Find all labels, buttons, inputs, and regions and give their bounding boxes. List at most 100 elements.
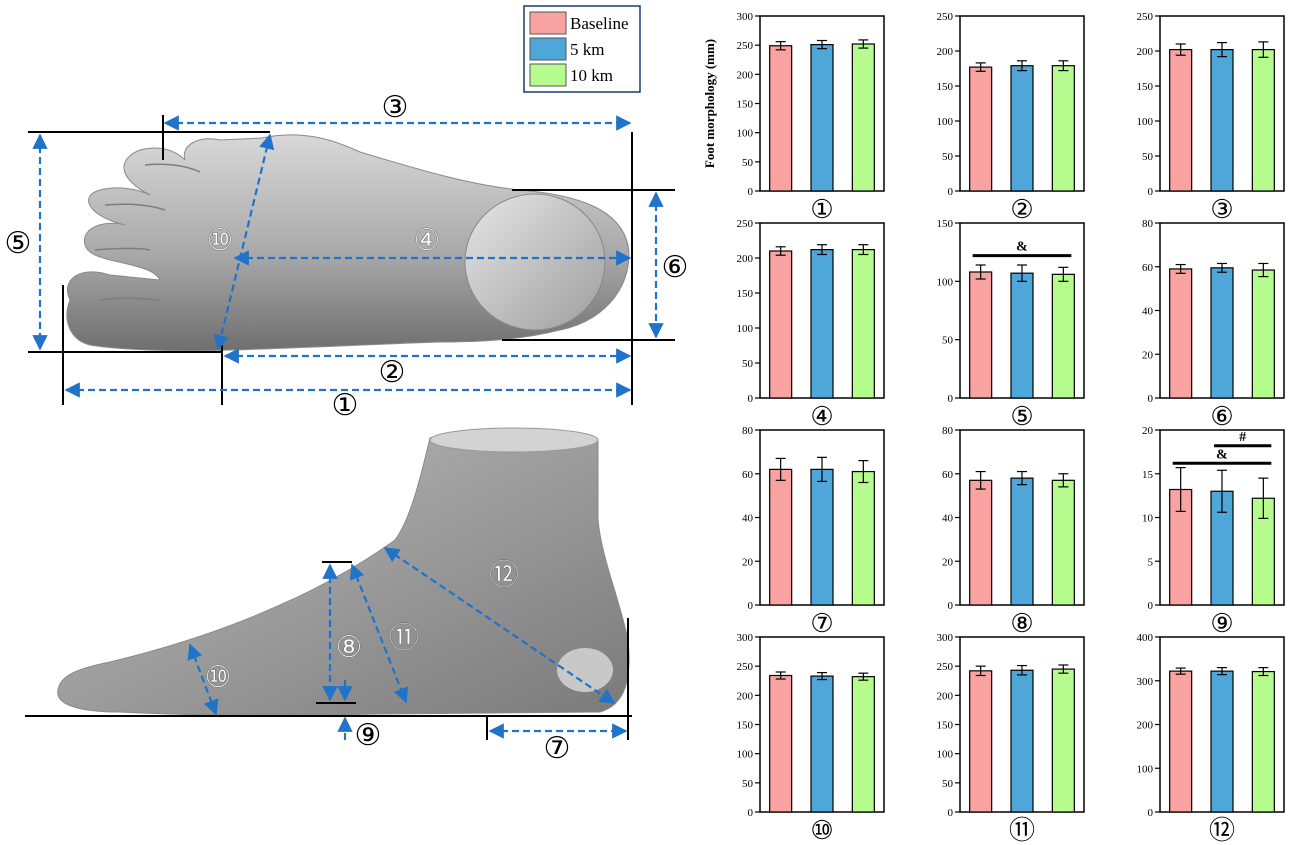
y-tick-label: 0 bbox=[748, 393, 754, 405]
bar bbox=[1051, 65, 1075, 192]
label-9-side: ⑨ bbox=[355, 719, 382, 752]
top-view-foot bbox=[66, 134, 630, 352]
y-tick-label: 60 bbox=[1142, 262, 1154, 274]
y-tick-label: 100 bbox=[737, 323, 754, 335]
bar bbox=[851, 676, 875, 813]
bar-panel: 0 50 100 150 200 250 300 ① Foot morphology (mm) bbox=[702, 11, 885, 224]
y-tick-label: 100 bbox=[937, 276, 954, 288]
bar bbox=[810, 249, 834, 399]
panel-label: ⑤ bbox=[1010, 402, 1033, 431]
foot-side-ankle-top bbox=[429, 427, 599, 453]
bar-panel: 0 50 100 150 200 250 ② bbox=[937, 11, 1085, 224]
bar bbox=[1010, 477, 1034, 606]
y-tick-label: 0 bbox=[948, 600, 954, 612]
bar bbox=[769, 45, 793, 192]
y-tick-label: 80 bbox=[942, 425, 954, 437]
measurement-arrows bbox=[32, 115, 664, 740]
y-tick-label: 150 bbox=[937, 218, 954, 230]
panel-label: ⑫ bbox=[1209, 816, 1235, 845]
bar bbox=[1251, 670, 1275, 813]
y-tick-label: 0 bbox=[1148, 186, 1154, 198]
bar-panel: 0 5 10 15 20 &# ⑨ bbox=[1142, 425, 1285, 638]
significance-symbol: & bbox=[1016, 240, 1028, 255]
y-tick-label: 200 bbox=[737, 690, 754, 702]
bar bbox=[1010, 65, 1034, 192]
side-view-foot bbox=[57, 427, 630, 716]
y-tick-label: 80 bbox=[1142, 218, 1154, 230]
bar bbox=[969, 66, 993, 192]
bar bbox=[969, 479, 993, 606]
bar bbox=[851, 470, 875, 606]
y-tick-label: 50 bbox=[1142, 151, 1154, 163]
label-3-top: ③ bbox=[382, 91, 409, 124]
y-tick-label: 250 bbox=[937, 11, 954, 23]
panel-label: ⑨ bbox=[1210, 609, 1233, 638]
y-tick-label: 200 bbox=[737, 69, 754, 81]
y-tick-label: 20 bbox=[1142, 425, 1154, 437]
label-10-side: ⑩ bbox=[205, 661, 232, 694]
label-10-top: ⑩ bbox=[207, 224, 234, 257]
y-tick-label: 0 bbox=[948, 393, 954, 405]
y-tick-label: 60 bbox=[742, 469, 754, 481]
y-tick-label: 50 bbox=[942, 335, 954, 347]
y-tick-label: 150 bbox=[937, 81, 954, 93]
bar-panel: 0 50 100 150 200 250 300 ⑪ bbox=[937, 632, 1085, 845]
bar bbox=[1251, 48, 1275, 192]
y-tick-label: 300 bbox=[737, 11, 754, 23]
label-4-top: ④ bbox=[414, 224, 441, 257]
y-tick-label: 100 bbox=[737, 749, 754, 761]
label-7-side: ⑦ bbox=[544, 732, 571, 765]
y-tick-label: 400 bbox=[1137, 632, 1154, 644]
y-tick-label: 150 bbox=[737, 99, 754, 111]
y-tick-label: 50 bbox=[742, 778, 754, 790]
y-tick-label: 0 bbox=[948, 186, 954, 198]
foot-side-silhouette bbox=[57, 430, 630, 716]
y-tick-label: 100 bbox=[737, 128, 754, 140]
legend-label: 5 km bbox=[570, 40, 604, 59]
bar-panel: 0 100 200 300 400 ⑫ bbox=[1137, 632, 1285, 845]
y-tick-label: 60 bbox=[942, 469, 954, 481]
bar bbox=[1210, 48, 1234, 192]
bar-panel: 0 50 100 150 200 250 ③ bbox=[1137, 11, 1285, 224]
label-5-top: ⑤ bbox=[5, 227, 32, 260]
y-tick-label: 250 bbox=[937, 661, 954, 673]
legend-label: Baseline bbox=[570, 14, 629, 33]
y-tick-label: 40 bbox=[942, 513, 954, 525]
panel-label: ② bbox=[1010, 195, 1033, 224]
bar bbox=[1169, 670, 1193, 813]
y-tick-label: 250 bbox=[737, 661, 754, 673]
y-tick-label: 300 bbox=[937, 632, 954, 644]
panel-label: ⑦ bbox=[810, 609, 833, 638]
y-tick-label: 100 bbox=[937, 749, 954, 761]
bar bbox=[969, 271, 993, 399]
panel-label: ⑩ bbox=[810, 816, 833, 845]
reference-lines bbox=[25, 115, 675, 740]
bar-panel: 0 50 100 150 & ⑤ bbox=[937, 218, 1085, 431]
bar bbox=[810, 675, 834, 813]
y-tick-label: 40 bbox=[1142, 306, 1154, 318]
foot-side-heel-highlight bbox=[557, 648, 613, 692]
y-tick-label: 50 bbox=[942, 151, 954, 163]
y-tick-label: 300 bbox=[1137, 676, 1154, 688]
bar bbox=[1010, 669, 1034, 813]
y-tick-label: 0 bbox=[1148, 807, 1154, 819]
bar bbox=[1051, 668, 1075, 813]
bar-panel: 0 20 40 60 80 ⑦ bbox=[742, 425, 885, 638]
foot-top-ankle-cut bbox=[464, 193, 606, 331]
y-tick-label: 150 bbox=[737, 288, 754, 300]
y-tick-label: 150 bbox=[1137, 81, 1154, 93]
y-tick-label: 0 bbox=[748, 186, 754, 198]
panel-label: ⑧ bbox=[1010, 609, 1033, 638]
foot-top-toe-creases bbox=[94, 163, 201, 301]
y-tick-label: 80 bbox=[742, 425, 754, 437]
bar bbox=[1210, 267, 1234, 399]
y-tick-label: 200 bbox=[1137, 720, 1154, 732]
y-tick-label: 50 bbox=[742, 358, 754, 370]
bar bbox=[769, 250, 793, 399]
significance-symbol: & bbox=[1216, 447, 1228, 462]
legend-label: 10 km bbox=[570, 66, 613, 85]
label-8-side: ⑧ bbox=[336, 631, 363, 664]
panel-label: ⑥ bbox=[1210, 402, 1233, 431]
